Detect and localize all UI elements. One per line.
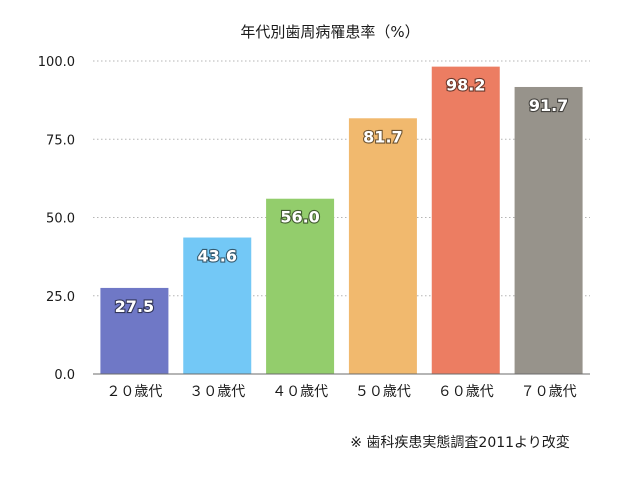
bar-value-label: 56.0 xyxy=(280,208,319,227)
y-axis-ticks: 0.0 25.0 50.0 75.0 100.0 xyxy=(38,55,75,383)
bar xyxy=(183,237,252,374)
bar-value-label: 81.7 xyxy=(363,127,402,146)
x-category-label: ２０歳代 xyxy=(106,384,162,400)
y-tick-label: 25.0 xyxy=(46,290,75,305)
x-category-label: ４０歳代 xyxy=(272,384,328,400)
gridlines xyxy=(93,60,590,297)
bar xyxy=(266,198,335,374)
source-note: ※ 歯科疾患実態調査2011より改変 xyxy=(350,434,570,451)
x-category-label: ６０歳代 xyxy=(438,384,494,400)
bar xyxy=(100,287,169,374)
x-category-label: ５０歳代 xyxy=(355,384,411,400)
y-tick-label: 75.0 xyxy=(46,133,75,148)
y-tick-label: 100.0 xyxy=(38,55,75,70)
y-tick-label: 50.0 xyxy=(46,212,75,227)
y-tick-label: 0.0 xyxy=(54,368,75,383)
bar-value-label: 27.5 xyxy=(115,297,154,316)
data-labels: 27.5 43.6 56.0 81.7 98.2 91.7 xyxy=(114,75,570,317)
x-category-label: ３０歳代 xyxy=(189,384,245,400)
bar xyxy=(514,86,583,374)
chart-title: 年代別歯周病罹患率（%） xyxy=(240,23,419,41)
bars xyxy=(100,66,583,375)
bar xyxy=(431,66,500,374)
bar-value-label: 43.6 xyxy=(198,247,237,266)
x-category-label: ７０歳代 xyxy=(521,384,577,400)
x-axis-categories: ２０歳代 ３０歳代 ４０歳代 ５０歳代 ６０歳代 ７０歳代 xyxy=(106,384,576,400)
bar-value-label: 98.2 xyxy=(446,76,485,95)
bar-value-label: 91.7 xyxy=(529,96,568,115)
bar xyxy=(348,118,417,375)
